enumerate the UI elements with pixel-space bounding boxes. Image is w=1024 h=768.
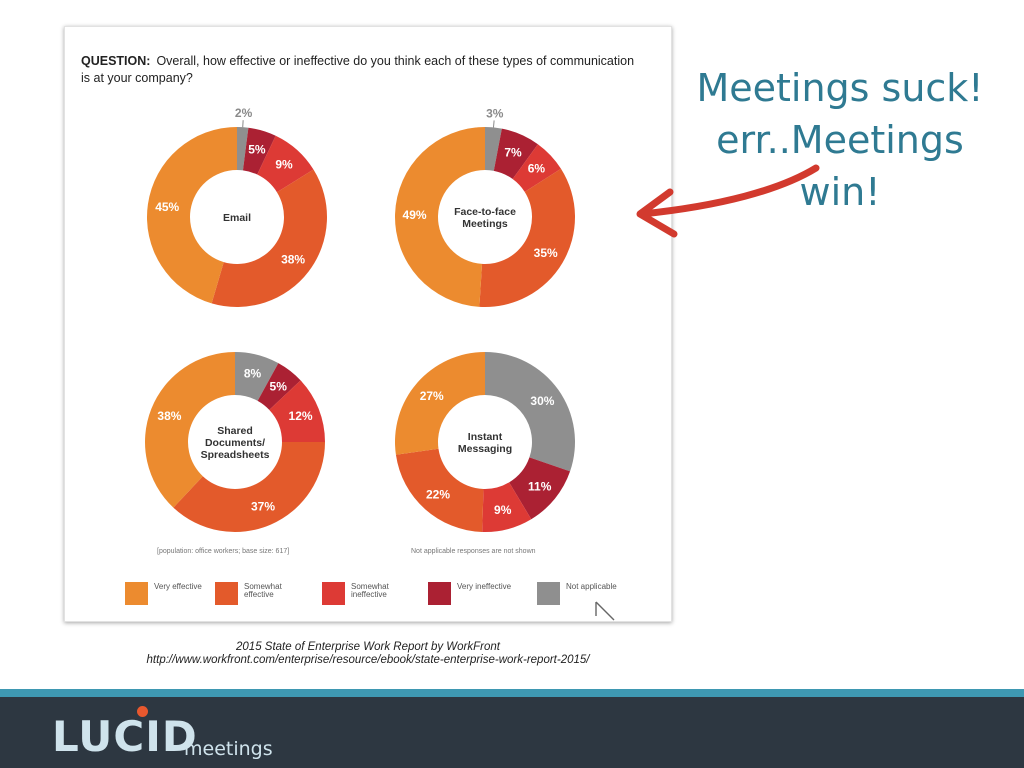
donut-slice-email-somewhat-effective	[211, 169, 327, 307]
donut-title-instant-messaging: Instant Messaging	[458, 431, 512, 455]
cursor-icon	[595, 601, 615, 621]
donut-slice-shared-documents-spreadsheets-not-applicable	[235, 352, 279, 401]
headline-line-1: Meetings suck!	[696, 66, 984, 110]
legend-label: Not applicable	[566, 582, 617, 591]
donut-slice-face-to-face-meetings-not-applicable	[485, 127, 502, 171]
donut-data-label: 35%	[534, 246, 558, 260]
donut-slice-instant-messaging-somewhat-effective	[395, 448, 484, 532]
donut-data-label: 11%	[528, 479, 552, 493]
donut-data-label: 6%	[528, 162, 546, 176]
donut-slice-email-very-effective	[147, 127, 237, 304]
donut-data-label: 5%	[270, 379, 288, 393]
legend-swatch-very-effective	[125, 582, 148, 605]
donut-data-label: 2%	[235, 106, 253, 120]
leader-line	[492, 120, 495, 128]
population-note: [population: office workers; base size: …	[157, 548, 290, 555]
donut-data-label: 37%	[251, 500, 275, 514]
donut-slice-face-to-face-meetings-very-ineffective	[493, 128, 538, 179]
headline-line-2: err..Meetings win!	[716, 118, 964, 214]
donut-data-label: 38%	[157, 409, 181, 423]
donut-slice-email-not-applicable	[237, 127, 249, 171]
donut-title-email: Email	[223, 212, 251, 224]
footer-bar	[0, 697, 1024, 768]
chart-legend: Very effective Somewhat effective Somewh…	[125, 580, 645, 610]
survey-chart-panel: QUESTION: Overall, how effective or ineff…	[64, 26, 672, 622]
donut-data-label: 8%	[244, 367, 262, 381]
arrow-icon	[636, 164, 820, 238]
logo-wordmark: LUCID	[52, 712, 198, 761]
source-url: http://www.workfront.com/enterprise/reso…	[146, 654, 590, 666]
donut-data-label: 38%	[281, 253, 305, 267]
donut-slice-email-very-ineffective	[242, 127, 276, 175]
source-citation: 2015 State of Enterprise Work Report by …	[64, 641, 672, 667]
donut-slice-instant-messaging-very-ineffective	[509, 457, 571, 520]
donut-slice-shared-documents-spreadsheets-somewhat-ineffective	[269, 380, 326, 442]
legend-label: Somewhat effective	[244, 582, 282, 599]
donut-slice-face-to-face-meetings-somewhat-effective	[479, 168, 575, 308]
donut-data-label: 30%	[530, 394, 554, 408]
donut-slice-shared-documents-spreadsheets-very-effective	[145, 352, 235, 508]
donut-slice-instant-messaging-not-applicable	[485, 352, 575, 472]
footer-stripe	[0, 689, 1024, 697]
donut-data-label: 9%	[275, 157, 293, 171]
legend-label: Somewhat ineffective	[351, 582, 389, 599]
legend-label: Very ineffective	[457, 582, 512, 591]
donut-data-label: 49%	[403, 208, 427, 222]
donut-data-label: 22%	[426, 488, 450, 502]
not-applicable-note: Not applicable responses are not shown	[411, 548, 536, 555]
donut-slice-email-somewhat-ineffective	[257, 135, 314, 193]
question-body: Overall, how effective or ineffective do…	[81, 54, 635, 85]
donut-data-label: 9%	[494, 503, 512, 517]
donut-data-label: 3%	[486, 106, 504, 120]
donut-slice-instant-messaging-somewhat-ineffective	[482, 482, 532, 532]
legend-label: Very effective	[154, 582, 202, 591]
legend-swatch-not-applicable	[537, 582, 560, 605]
donut-data-label: 27%	[420, 389, 444, 403]
logo-subtitle: meetings	[184, 738, 273, 760]
question-label: QUESTION:	[81, 54, 151, 68]
donut-charts: 2% 5% 9% 38% 45% Email 3% 7% 6% 35% 49% Face-to-fac…	[145, 106, 575, 533]
donut-slice-shared-documents-spreadsheets-somewhat-effective	[173, 442, 326, 533]
logo-dot	[137, 706, 148, 717]
donut-data-label: 5%	[248, 142, 266, 156]
question-text: QUESTION: Overall, how effective or ineff…	[81, 53, 641, 87]
donut-title-shared-documents-spreadsheets: Shared Documents/Spreadsheets	[201, 425, 270, 461]
legend-swatch-very-ineffective	[428, 582, 451, 605]
donut-slice-shared-documents-spreadsheets-very-ineffective	[257, 363, 301, 410]
donut-slice-face-to-face-meetings-somewhat-ineffective	[512, 144, 561, 192]
donut-title-face-to-face-meetings: Face-to-face Meetings	[454, 206, 516, 230]
legend-swatch-somewhat-effective	[215, 582, 238, 605]
donut-data-label: 45%	[155, 200, 179, 214]
donut-slice-face-to-face-meetings-very-effective	[394, 127, 485, 307]
source-title: 2015 State of Enterprise Work Report by …	[236, 641, 500, 653]
headline: Meetings suck! err..Meetings win!	[670, 62, 1010, 218]
donut-data-label: 12%	[289, 409, 313, 423]
legend-swatch-somewhat-ineffective	[322, 582, 345, 605]
donut-slice-instant-messaging-very-effective	[395, 352, 485, 455]
donut-data-label: 7%	[504, 145, 522, 159]
